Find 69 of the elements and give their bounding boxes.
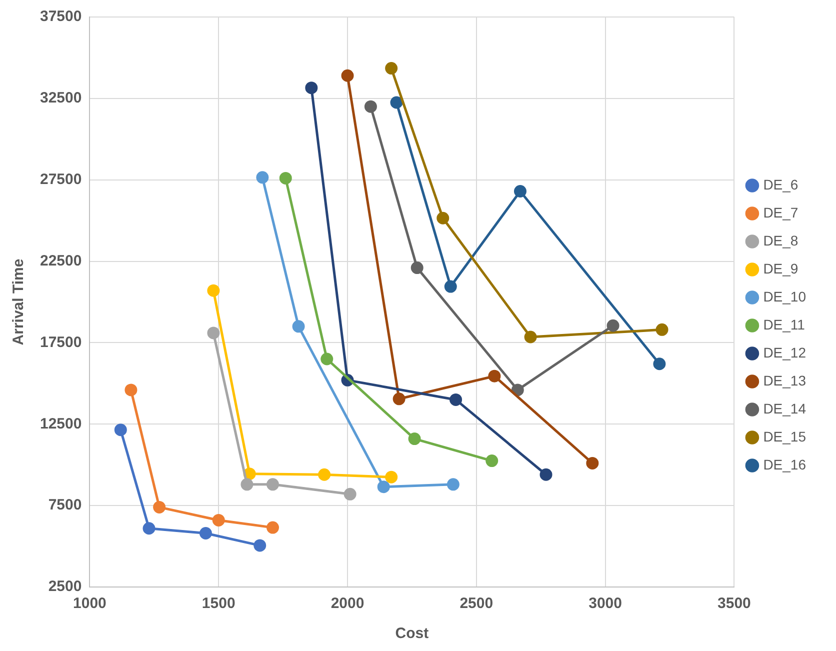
y-tick-label: 22500 (40, 252, 82, 270)
legend-label: DE_7 (763, 204, 798, 220)
x-tick-label: 2500 (460, 595, 494, 612)
point (344, 488, 356, 500)
point (488, 370, 501, 382)
point (514, 185, 526, 198)
y-tick-label: 2500 (48, 578, 82, 596)
point (114, 424, 127, 436)
point (540, 468, 552, 481)
point (385, 470, 398, 484)
point (266, 478, 279, 491)
legend-label: DE_11 (763, 316, 806, 332)
x-tick-label: 1500 (202, 595, 236, 612)
point (305, 82, 318, 94)
y-tick-label: 27500 (40, 171, 82, 188)
point (511, 384, 524, 396)
point (436, 212, 450, 224)
y-tick-label: 12500 (40, 415, 82, 432)
point (392, 392, 406, 406)
y-axis-title: Arrival Time (10, 258, 28, 346)
point (266, 521, 279, 534)
legend-label: DE_10 (763, 288, 806, 304)
y-tick-label: 32500 (40, 90, 82, 107)
point (254, 539, 266, 552)
legend-label: DE_6 (763, 176, 798, 192)
point (444, 280, 457, 293)
point (153, 500, 166, 514)
point (341, 69, 354, 82)
legend-label: DE_14 (763, 400, 806, 416)
point (207, 326, 220, 340)
y-tick-label: 37500 (40, 8, 82, 26)
point (653, 358, 666, 370)
point (142, 522, 156, 535)
legend-label: DE_16 (763, 456, 806, 472)
x-tick-label: 2000 (330, 595, 364, 612)
point (364, 100, 377, 113)
point (240, 478, 254, 491)
point (408, 432, 421, 446)
point (292, 320, 305, 333)
point (318, 468, 331, 481)
point (320, 352, 334, 366)
point (410, 262, 424, 274)
point (212, 514, 225, 526)
point (486, 454, 498, 468)
point (446, 478, 460, 491)
point (207, 284, 220, 297)
legend-label: DE_8 (763, 232, 798, 248)
x-tick-label: 1000 (73, 595, 106, 612)
point (390, 96, 403, 109)
point (606, 319, 620, 332)
legend-label: DE_9 (763, 260, 798, 276)
x-tick-label: 3000 (588, 595, 622, 612)
point (385, 62, 398, 75)
point (656, 323, 668, 336)
point (256, 171, 269, 184)
legend-label: DE_15 (763, 428, 806, 444)
y-tick-label: 7500 (48, 496, 82, 514)
point (199, 527, 212, 540)
point (450, 393, 462, 406)
y-tick-label: 17500 (40, 334, 82, 351)
point (124, 384, 138, 396)
point (377, 480, 390, 494)
point (524, 330, 537, 344)
x-axis-title: Cost (395, 625, 429, 642)
point (279, 172, 292, 184)
legend-label: DE_13 (763, 372, 806, 388)
point (586, 456, 599, 470)
legend-label: DE_12 (763, 344, 806, 360)
x-tick-label: 3500 (718, 595, 751, 612)
